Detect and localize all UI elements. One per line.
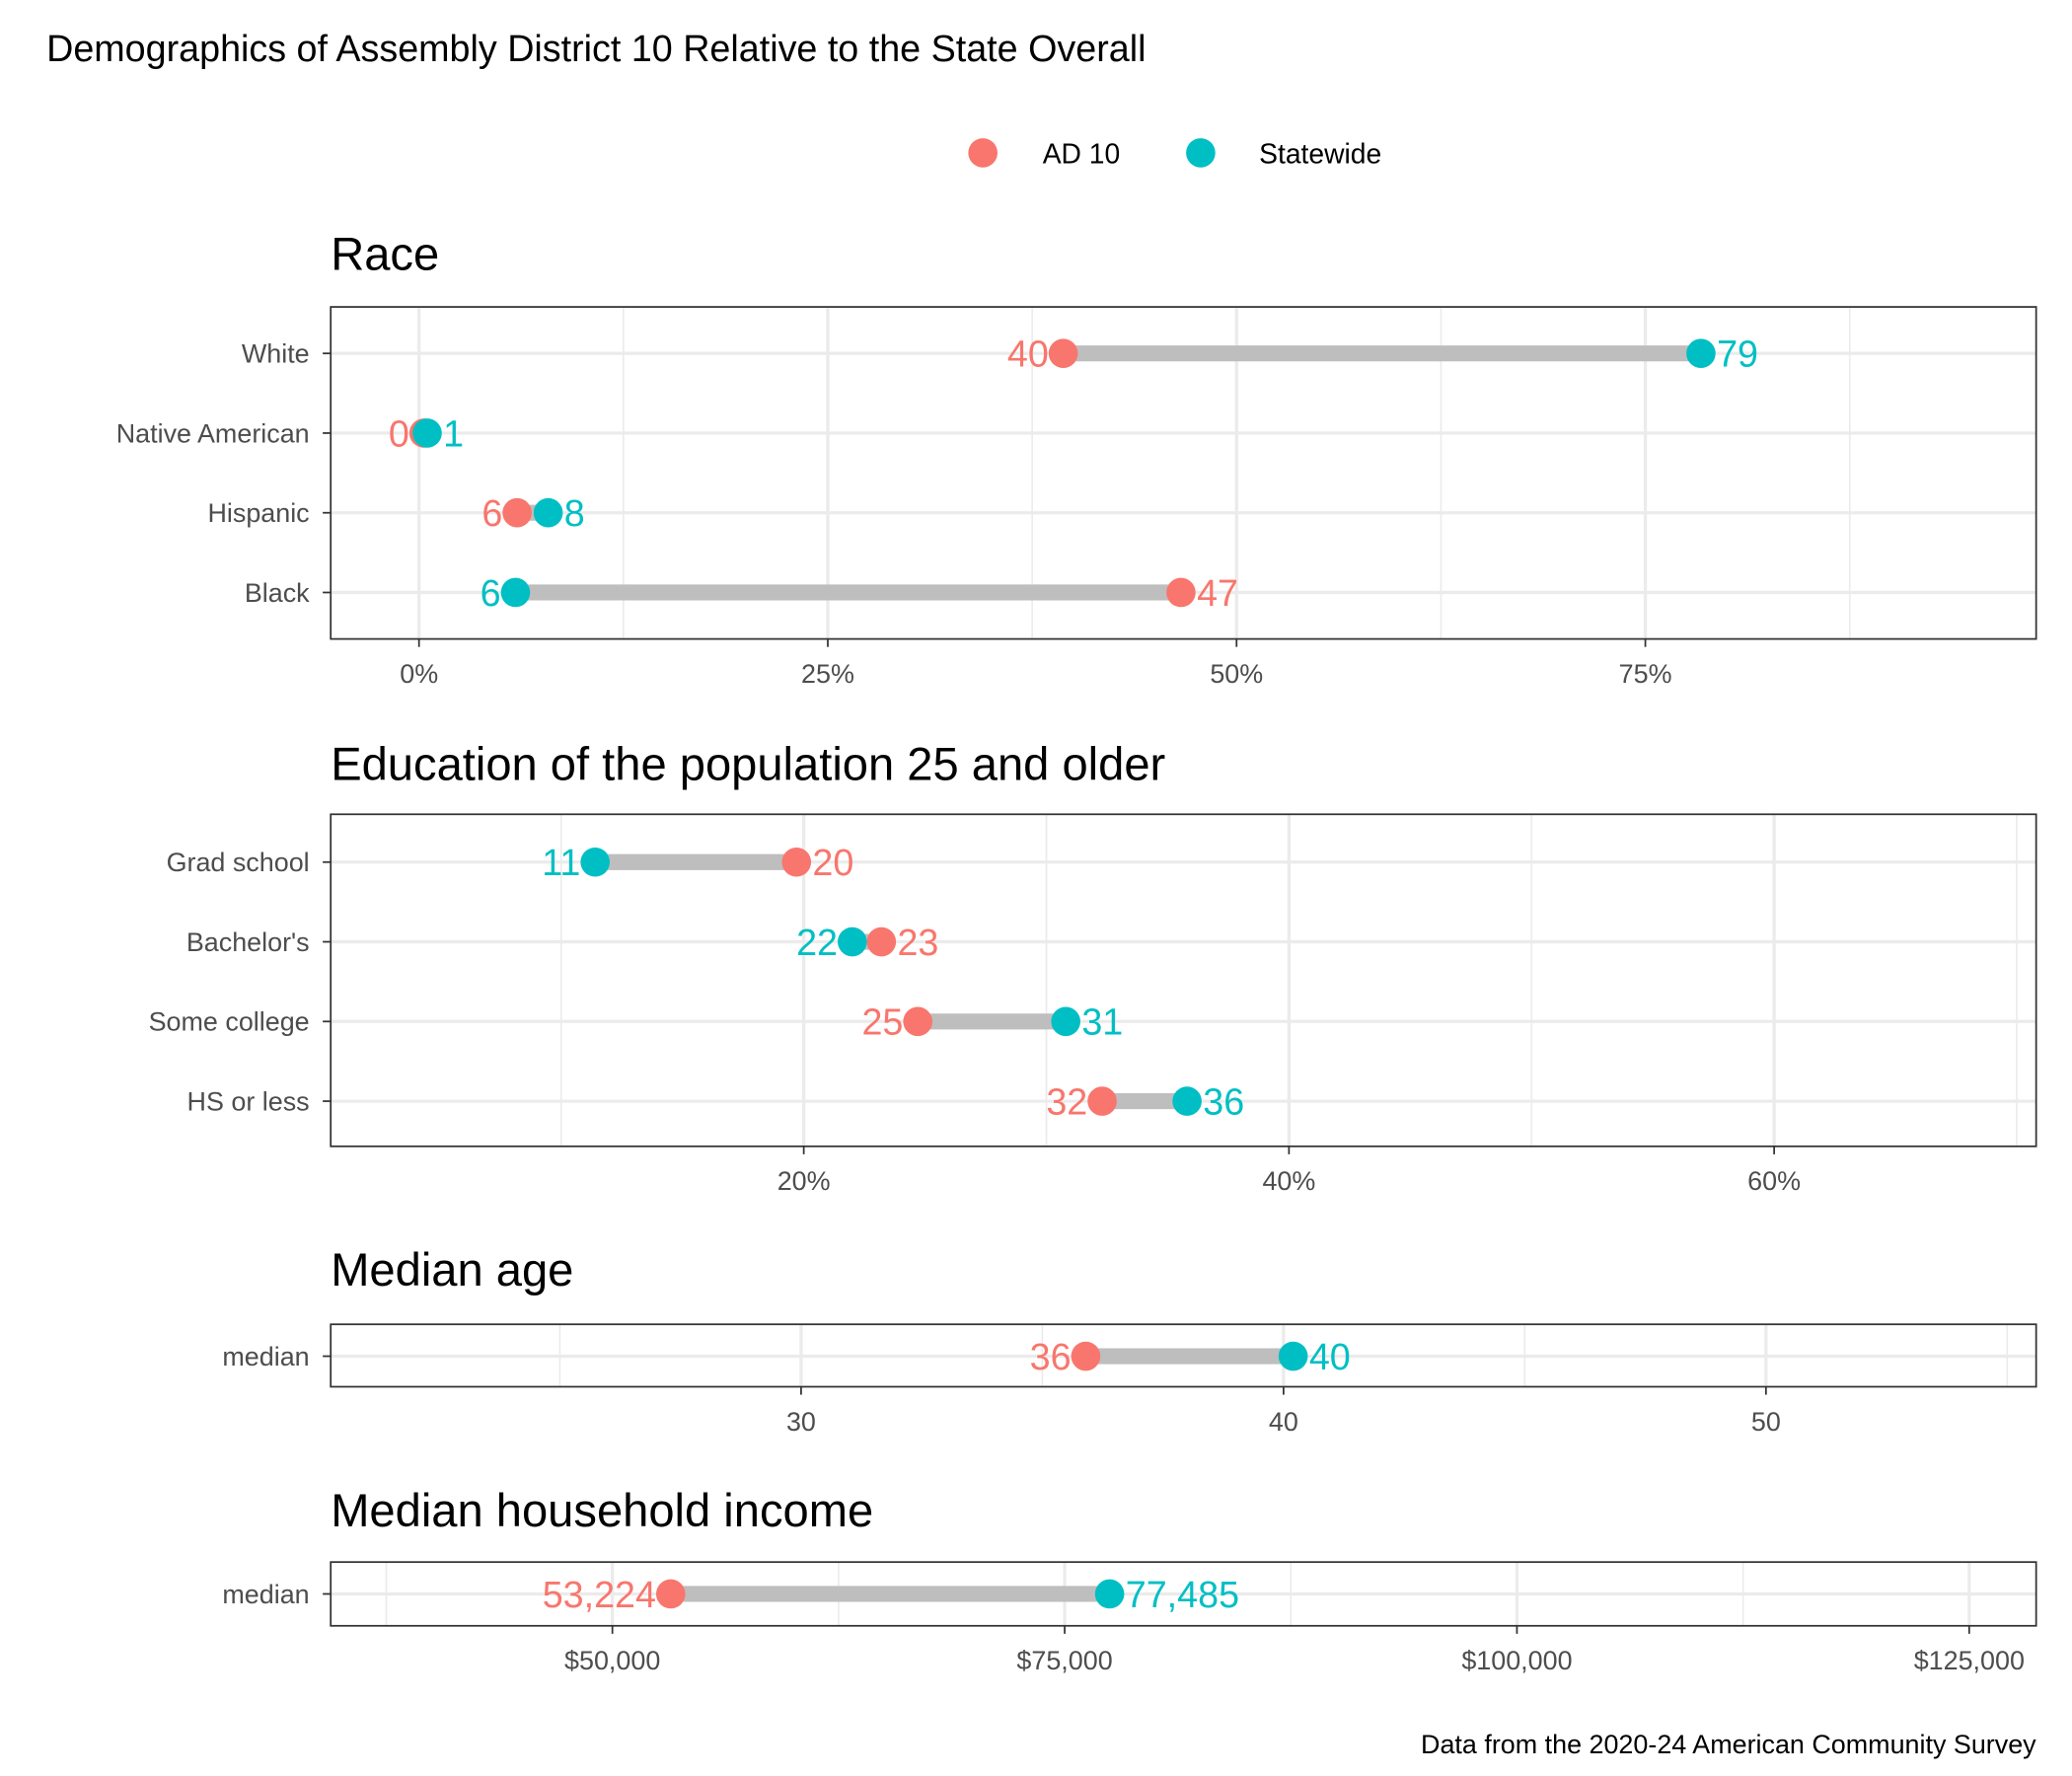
point-ad10 [866, 926, 897, 957]
y-category-label: Black [245, 578, 310, 608]
panel-title: Education of the population 25 and older [331, 737, 1165, 789]
legend-label-statewide: Statewide [1259, 138, 1381, 170]
point-statewide [838, 926, 867, 957]
x-tick-label: 60% [1747, 1166, 1801, 1196]
point-statewide [1094, 1579, 1125, 1609]
y-category-label: Bachelor's [186, 927, 310, 957]
data-label-statewide: 8 [564, 492, 585, 534]
y-category-label: median [222, 1342, 309, 1371]
panel-title: Race [331, 227, 439, 279]
data-label-ad10: 6 [481, 492, 502, 534]
x-tick-label: $100,000 [1461, 1646, 1572, 1675]
legend-label-ad10: AD 10 [1043, 138, 1121, 170]
panel-border [330, 1561, 2037, 1627]
y-category-label: HS or less [187, 1086, 310, 1116]
panel-border [330, 813, 2037, 1147]
point-ad10 [655, 1579, 686, 1609]
point-ad10 [903, 1006, 933, 1037]
y-category-label: White [242, 339, 310, 369]
data-label-ad10: 0 [389, 412, 409, 454]
panel-1: Education of the population 25 and older… [149, 737, 2037, 1196]
data-label-statewide: 1 [443, 412, 464, 454]
data-label-ad10: 53,224 [543, 1574, 656, 1615]
x-tick-label: 75% [1619, 659, 1672, 689]
data-label-ad10: 40 [1007, 333, 1049, 375]
x-tick-label: $125,000 [1914, 1646, 2025, 1675]
x-tick-label: 50 [1751, 1407, 1781, 1437]
data-label-statewide: 31 [1081, 1001, 1123, 1043]
x-tick-label: 50% [1210, 659, 1263, 689]
y-category-label: Hispanic [207, 498, 309, 528]
chart-title: Demographics of Assembly District 10 Rel… [46, 28, 1146, 69]
data-label-statewide: 36 [1203, 1081, 1244, 1123]
x-tick-label: 40 [1269, 1407, 1298, 1437]
point-ad10 [1071, 1341, 1101, 1371]
data-label-ad10: 36 [1030, 1336, 1072, 1377]
y-category-label: Grad school [167, 848, 310, 877]
data-label-statewide: 79 [1717, 333, 1758, 375]
point-ad10 [1166, 577, 1196, 608]
point-ad10 [781, 847, 812, 877]
data-label-ad10: 32 [1046, 1081, 1087, 1123]
point-statewide [533, 497, 563, 528]
point-statewide [500, 577, 531, 608]
point-statewide [580, 847, 610, 877]
legend: AD 10 Statewide [968, 138, 1381, 170]
data-label-statewide: 40 [1309, 1336, 1351, 1377]
x-tick-label: 30 [786, 1407, 816, 1437]
y-category-label: median [222, 1580, 309, 1609]
panel-title: Median age [331, 1243, 573, 1295]
data-label-statewide: 77,485 [1126, 1574, 1239, 1615]
panel-title: Median household income [331, 1484, 873, 1536]
data-label-statewide: 6 [481, 572, 501, 614]
x-tick-label: 0% [400, 659, 438, 689]
point-ad10 [1048, 338, 1078, 368]
panel-2: Median age 30 40 50 median 36 40 [222, 1243, 2037, 1437]
caption: Data from the 2020-24 American Community… [1421, 1730, 2036, 1759]
x-tick-label: 40% [1262, 1166, 1315, 1196]
x-tick-label: 25% [801, 659, 854, 689]
point-statewide [1278, 1341, 1308, 1371]
x-tick-label: 20% [777, 1166, 831, 1196]
point-statewide [1051, 1006, 1080, 1037]
point-statewide [1172, 1086, 1202, 1116]
panel-border [330, 1323, 2037, 1388]
panel-3: Median household income $50,000 $75,000 $10… [222, 1484, 2037, 1675]
panel-border [330, 306, 2037, 640]
point-ad10 [502, 497, 532, 528]
panel-0: Race 0% 25% 50% 75% White 40 79 Native American 0… [116, 227, 2037, 689]
data-label-ad10: 23 [897, 922, 938, 963]
point-ad10 [1087, 1086, 1117, 1116]
y-category-label: Native American [116, 418, 310, 448]
point-statewide [1686, 338, 1716, 368]
point-statewide [412, 418, 442, 448]
x-tick-label: $75,000 [1016, 1646, 1112, 1675]
legend-marker-statewide [1186, 138, 1216, 168]
data-label-statewide: 11 [542, 842, 580, 883]
data-label-ad10: 20 [812, 842, 853, 883]
data-label-statewide: 22 [796, 922, 838, 963]
y-category-label: Some college [149, 1007, 310, 1037]
legend-marker-ad10 [968, 138, 998, 168]
x-tick-label: $50,000 [564, 1646, 660, 1675]
data-label-ad10: 47 [1197, 572, 1238, 614]
data-label-ad10: 25 [861, 1001, 903, 1043]
